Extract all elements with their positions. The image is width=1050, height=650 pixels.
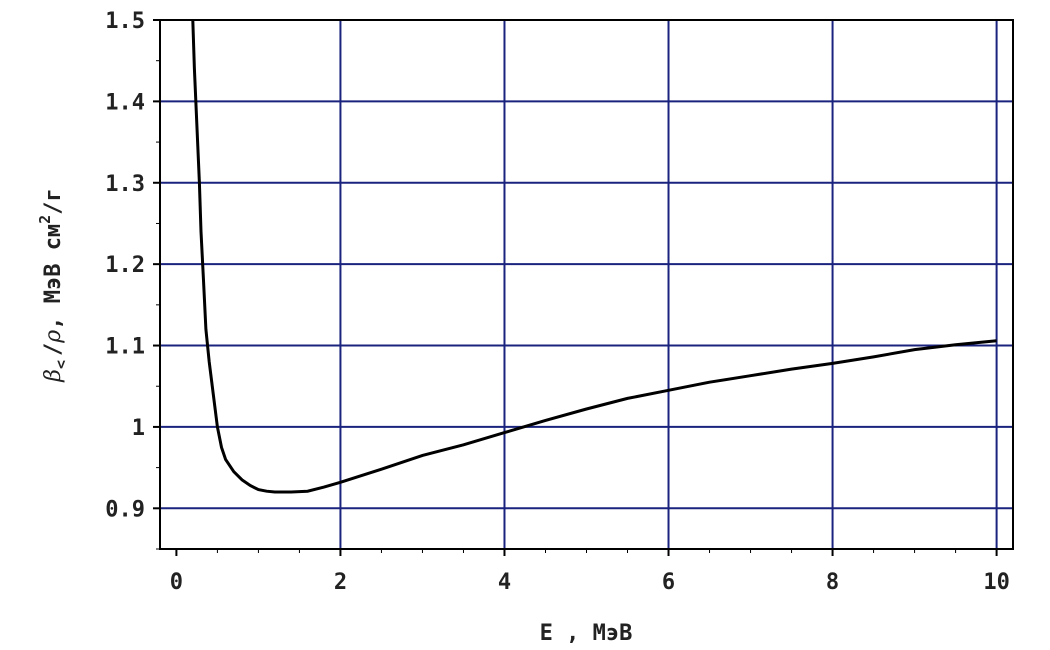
plot-frame <box>159 19 1014 550</box>
y-label-rho: ρ <box>41 330 66 344</box>
y-label-slash: / <box>41 343 66 356</box>
x-axis-label: E , МэВ <box>540 621 633 646</box>
x-tick-label: 8 <box>826 570 839 595</box>
y-label-beta: β <box>41 369 66 383</box>
x-tick-label: 10 <box>983 570 1010 595</box>
x-tick-label: 4 <box>498 570 511 595</box>
y-label-units: , МэВ см <box>41 224 66 330</box>
x-tick-label: 6 <box>662 570 675 595</box>
y-tick-label: 1.2 <box>105 253 145 278</box>
y-tick-label: 1.3 <box>105 172 145 197</box>
y-label-subscript: < <box>52 360 70 369</box>
x-tick-label: 2 <box>334 570 347 595</box>
y-tick-label: 1.4 <box>105 90 145 115</box>
y-axis-label: β< /ρ, МэВ см2/г <box>36 188 70 382</box>
y-tick-label: 0.9 <box>105 497 145 522</box>
grid <box>160 19 1013 549</box>
series-line <box>191 19 997 494</box>
y-tick-label: 1.5 <box>105 9 145 34</box>
y-tick-label: 1.1 <box>105 335 145 360</box>
x-tick-label: 0 <box>170 570 183 595</box>
y-label-superscript: 2 <box>36 215 54 224</box>
axis-ticks: 0 2 4 6 8 10 0.9 1 1.1 1.2 1.3 1.4 1.5 <box>105 9 1010 595</box>
y-label-tail: /г <box>41 188 66 215</box>
y-tick-label: 1 <box>132 416 145 441</box>
